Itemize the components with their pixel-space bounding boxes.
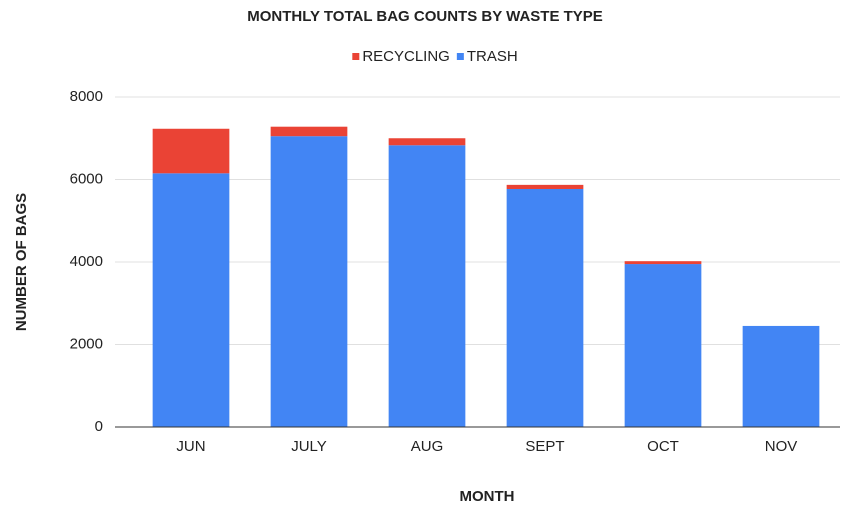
bar-segment bbox=[152, 173, 230, 427]
bar-segment bbox=[506, 188, 584, 427]
legend-swatch bbox=[352, 53, 360, 60]
legend-label: RECYCLING bbox=[362, 48, 450, 65]
y-tick-label: 6000 bbox=[70, 170, 103, 187]
chart-title: MONTHLY TOTAL BAG COUNTS BY WASTE TYPE bbox=[247, 8, 603, 25]
y-tick-label: 2000 bbox=[70, 335, 103, 352]
x-tick-label: SEPT bbox=[525, 438, 564, 455]
y-tick-label: 8000 bbox=[70, 88, 103, 105]
x-tick-label: NOV bbox=[765, 438, 798, 455]
bar-segment bbox=[388, 145, 466, 427]
x-tick-label: JUN bbox=[176, 438, 205, 455]
bar-segment bbox=[506, 184, 584, 189]
y-axis-title: NUMBER OF BAGS bbox=[13, 193, 30, 331]
legend: RECYCLING TRASH bbox=[352, 48, 518, 65]
x-axis-title: MONTH bbox=[460, 488, 515, 505]
bar-segment bbox=[270, 136, 348, 427]
bar-segment bbox=[624, 261, 702, 265]
legend-swatch bbox=[456, 53, 464, 60]
x-tick-label: JULY bbox=[291, 438, 327, 455]
x-tick-label: OCT bbox=[647, 438, 679, 455]
legend-label: TRASH bbox=[467, 48, 518, 65]
y-tick-label: 0 bbox=[95, 418, 103, 435]
bar-segment bbox=[388, 138, 466, 146]
bar-segment bbox=[152, 128, 230, 174]
y-tick-label: 4000 bbox=[70, 253, 103, 270]
bar-segment bbox=[742, 325, 820, 427]
x-tick-label: AUG bbox=[411, 438, 444, 455]
bar-segment bbox=[624, 264, 702, 427]
bar-segment bbox=[270, 126, 348, 137]
